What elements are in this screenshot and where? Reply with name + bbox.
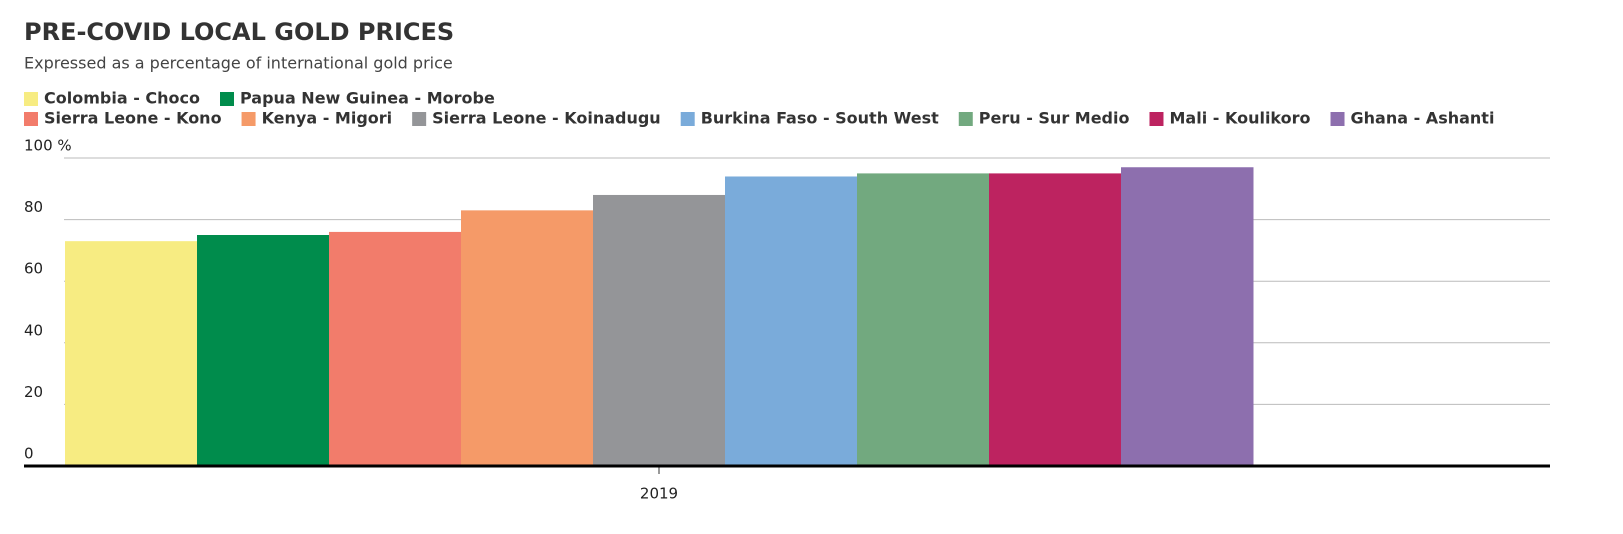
bar bbox=[329, 231, 462, 466]
legend-label: Ghana - Ashanti bbox=[1351, 109, 1495, 128]
bar bbox=[857, 173, 990, 466]
legend-label: Sierra Leone - Koinadugu bbox=[432, 109, 661, 128]
legend-swatch bbox=[220, 92, 234, 106]
legend-label: Burkina Faso - South West bbox=[701, 109, 939, 128]
legend-swatch bbox=[412, 112, 427, 126]
legend-label: Colombia - Choco bbox=[44, 89, 200, 108]
chart-title: PRE-COVID LOCAL GOLD PRICES bbox=[24, 18, 454, 46]
bar bbox=[197, 235, 330, 466]
legend-swatch bbox=[1330, 112, 1345, 126]
legend-swatch bbox=[680, 112, 695, 126]
legend-label: Kenya - Migori bbox=[262, 109, 393, 128]
bar bbox=[989, 173, 1122, 466]
legend-swatch bbox=[241, 112, 256, 126]
y-tick-label: 60 bbox=[24, 260, 43, 278]
legend-swatch bbox=[24, 112, 38, 126]
legend-swatch bbox=[1149, 112, 1164, 126]
legend-label: Mali - Koulikoro bbox=[1169, 109, 1310, 128]
y-tick-label: 80 bbox=[24, 198, 43, 216]
y-tick-label: 100 % bbox=[24, 137, 72, 155]
y-tick-label: 40 bbox=[24, 321, 43, 339]
bar bbox=[461, 210, 594, 466]
legend-swatch bbox=[24, 92, 38, 106]
chart-subtitle: Expressed as a percentage of internation… bbox=[24, 54, 453, 73]
y-tick-label: 20 bbox=[24, 383, 43, 401]
x-tick-label: 2019 bbox=[640, 485, 678, 503]
bar bbox=[1121, 167, 1254, 467]
legend-label: Sierra Leone - Kono bbox=[44, 109, 222, 128]
legend-label: Papua New Guinea - Morobe bbox=[240, 89, 495, 108]
bar bbox=[65, 241, 198, 466]
legend-label: Peru - Sur Medio bbox=[979, 109, 1130, 128]
legend-swatch bbox=[958, 112, 973, 126]
bar bbox=[593, 194, 726, 466]
y-tick-label: 0 bbox=[24, 445, 34, 463]
bar bbox=[725, 176, 858, 467]
